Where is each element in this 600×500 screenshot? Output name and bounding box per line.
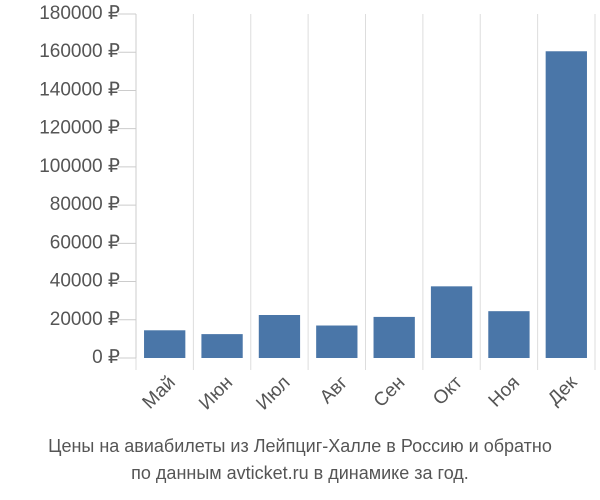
caption-line: Цены на авиабилеты из Лейпциг-Халле в Ро… — [48, 436, 552, 456]
y-tick-label: 100000 ₽ — [39, 156, 120, 177]
bar — [373, 316, 415, 358]
y-tick-label: 20000 ₽ — [50, 309, 120, 330]
bar — [258, 315, 301, 358]
y-tick-label: 80000 ₽ — [50, 194, 120, 215]
bar — [488, 311, 530, 358]
x-tick-label: Июн — [195, 372, 237, 414]
y-tick-label: 0 ₽ — [92, 347, 120, 368]
x-tick-label: Ноя — [485, 372, 524, 411]
x-tick-label: Авг — [316, 372, 352, 408]
caption-line: по данным avticket.ru в динамике за год. — [131, 463, 469, 483]
y-tick-label: 120000 ₽ — [39, 118, 120, 139]
x-tick-label: Май — [139, 372, 180, 413]
bar — [144, 330, 186, 358]
bar — [316, 325, 358, 358]
x-tick-label: Сен — [370, 372, 409, 411]
y-tick-label: 60000 ₽ — [50, 232, 120, 253]
x-tick-label: Июл — [252, 372, 294, 414]
y-tick-label: 140000 ₽ — [39, 79, 120, 100]
x-tick-label: Дек — [544, 372, 582, 410]
x-tick-label: Окт — [429, 372, 467, 410]
bar — [430, 286, 473, 358]
bar — [545, 51, 587, 359]
y-tick-label: 40000 ₽ — [50, 271, 120, 292]
bar — [201, 334, 243, 358]
y-tick-label: 160000 ₽ — [39, 41, 120, 62]
y-tick-label: 180000 ₽ — [39, 3, 120, 24]
